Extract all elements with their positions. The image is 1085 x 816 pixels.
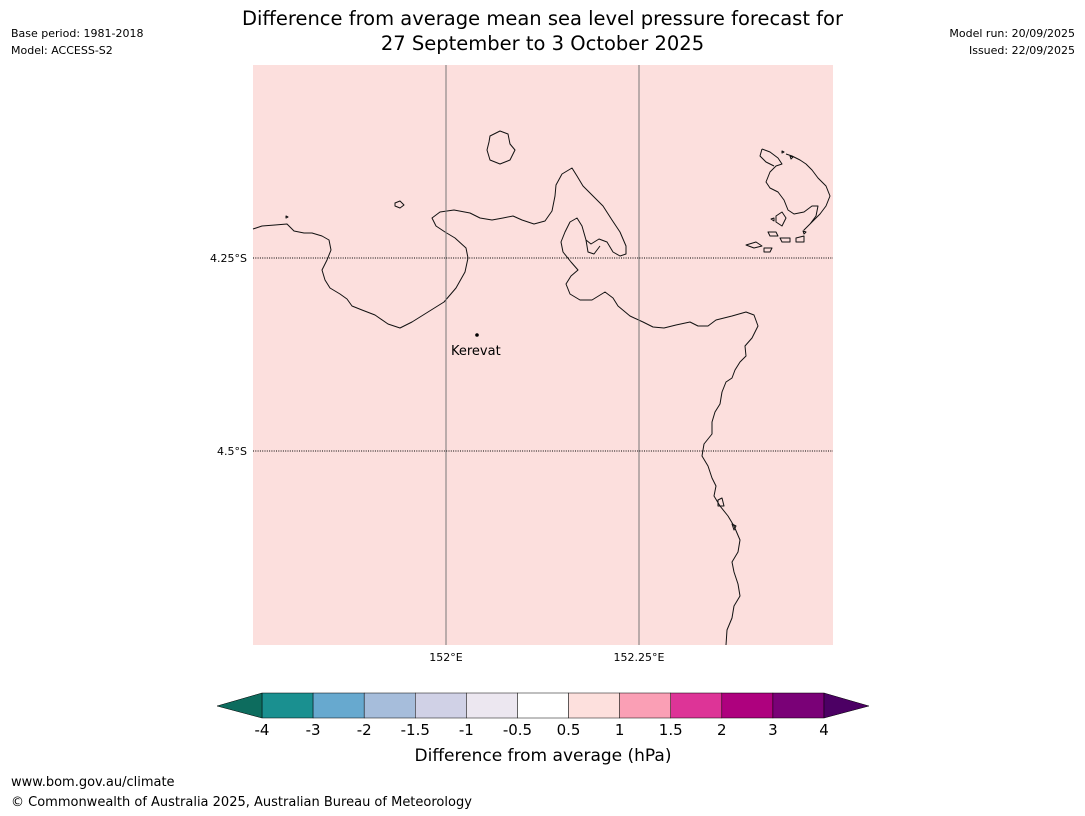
meta-right: Model run: 20/09/2025 Issued: 22/09/2025 <box>949 25 1075 59</box>
issued-text: Issued: 22/09/2025 <box>968 44 1075 57</box>
islet-south-1 <box>717 497 725 507</box>
kerevat-marker <box>475 333 479 337</box>
lon-label-152: 152°E <box>429 651 462 664</box>
island-east-1 <box>775 211 787 227</box>
colorbar-tick-label: 2 <box>717 721 727 739</box>
colorbar-bin <box>568 692 620 719</box>
colorbar-under-arrow <box>216 692 263 719</box>
lon-label-152-25: 152.25°E <box>614 651 665 664</box>
colorbar-tick-label: 4 <box>819 721 829 739</box>
footer-url[interactable]: www.bom.gov.au/climate <box>11 775 175 790</box>
model-run-text: Model run: 20/09/2025 <box>949 27 1075 40</box>
colorbar: -4 -3 -2 -1.5 -1 -0.5 0.5 1 1.5 2 3 4 Difference fr… <box>216 692 870 766</box>
islet-east-7 <box>770 217 775 222</box>
colorbar-bin <box>721 692 774 719</box>
colorbar-over-arrow <box>823 692 870 719</box>
island-east-5 <box>795 235 805 243</box>
colorbar-bins <box>261 692 825 719</box>
colorbar-bin <box>363 692 416 719</box>
coastline-northeast-2 <box>759 148 775 167</box>
island-east-4 <box>779 237 791 243</box>
islet-east-10 <box>802 230 807 235</box>
colorbar-tick-label: 1 <box>615 721 625 739</box>
lat-label-4-25: 4.25°S <box>210 252 247 265</box>
colorbar-bin <box>517 692 569 719</box>
colorbar-tick-label: -0.5 <box>503 721 532 739</box>
islet-small-2 <box>285 215 289 219</box>
coastline-peninsula <box>585 239 601 255</box>
islet-east-8 <box>781 150 785 154</box>
colorbar-bin <box>415 692 467 719</box>
colorbar-tick-label: 3 <box>768 721 778 739</box>
meta-left: Base period: 1981-2018 Model: ACCESS-S2 <box>11 25 143 59</box>
map-background <box>253 65 833 645</box>
map-title: Difference from average mean sea level p… <box>0 6 1085 56</box>
colorbar-bin <box>670 692 723 719</box>
islet-south-2 <box>731 523 737 531</box>
colorbar-tick-label: 0.5 <box>557 721 581 739</box>
lat-label-4-5: 4.5°S <box>217 445 247 458</box>
base-period-text: Base period: 1981-2018 <box>11 27 144 40</box>
model-text: Model: ACCESS-S2 <box>11 44 113 57</box>
island-east-2 <box>745 241 763 249</box>
footer-copyright: © Commonwealth of Australia 2025, Austra… <box>11 795 472 810</box>
islet-east-9 <box>789 155 794 160</box>
colorbar-bin <box>312 692 365 719</box>
island-north <box>486 130 516 165</box>
title-line-2: 27 September to 3 October 2025 <box>380 32 705 55</box>
colorbar-label: Difference from average (hPa) <box>415 746 672 766</box>
island-east-3 <box>763 247 773 253</box>
colorbar-bin <box>772 692 825 719</box>
coastline-northeast <box>761 148 831 231</box>
colorbar-tick-label: 1.5 <box>659 721 683 739</box>
colorbar-tick-label: -4 <box>255 721 270 739</box>
colorbar-ticks: -4 -3 -2 -1.5 -1 -0.5 0.5 1 1.5 2 3 4 <box>255 721 829 739</box>
colorbar-bin <box>261 692 314 719</box>
kerevat-label: Kerevat <box>451 344 501 359</box>
colorbar-tick-label: -1 <box>459 721 474 739</box>
island-east-6 <box>767 231 779 237</box>
title-line-1: Difference from average mean sea level p… <box>242 7 843 30</box>
gridlines <box>253 65 833 645</box>
colorbar-bin <box>466 692 518 719</box>
coastline <box>252 130 831 646</box>
colorbar-tick-label: -2 <box>357 721 372 739</box>
colorbar-bin <box>619 692 671 719</box>
colorbar-tick-label: -3 <box>306 721 321 739</box>
colorbar-tick-label: -1.5 <box>401 721 430 739</box>
map-figure: Kerevat 4.25°S 4.5°S 152°E 152.25°E <box>210 65 833 664</box>
islet-small-1 <box>394 200 405 209</box>
